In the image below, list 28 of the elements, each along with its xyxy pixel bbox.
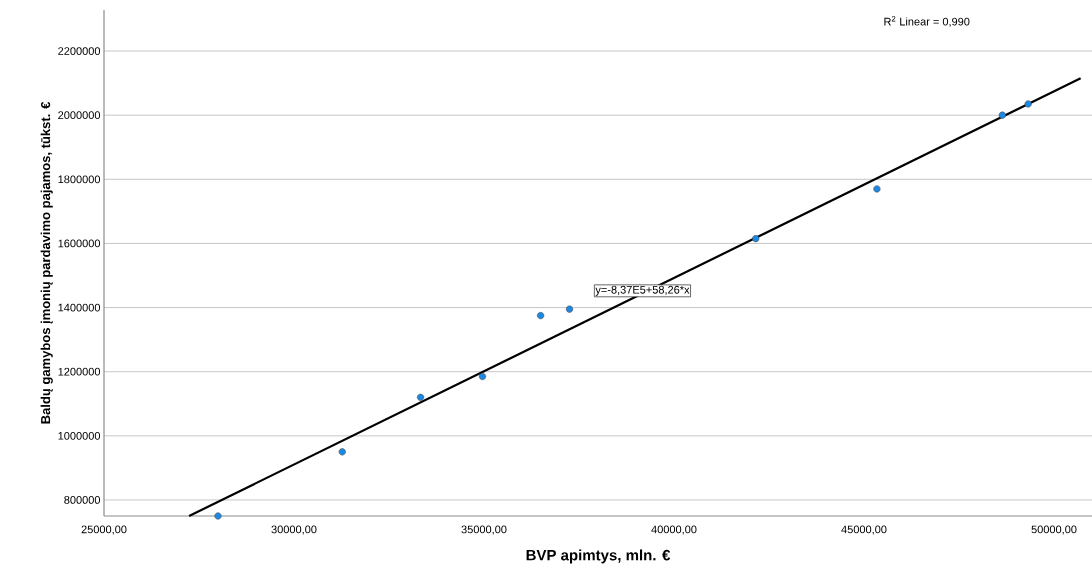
x-tick-label: 45000,00 <box>841 525 887 535</box>
y-tick-label: 2000000 <box>58 111 101 120</box>
y-tick-label: 1400000 <box>58 303 101 312</box>
x-tick-label: 35000,00 <box>461 525 507 535</box>
y-tick-label: 1000000 <box>58 431 101 440</box>
y-tick-label: 1200000 <box>58 367 101 376</box>
x-tick-label: 30000,00 <box>271 525 317 535</box>
x-tick-label: 40000,00 <box>651 525 697 535</box>
point <box>478 372 487 381</box>
point <box>338 448 346 456</box>
annotation: y=-8,37E5+58,26*x <box>595 285 690 296</box>
point <box>565 305 574 313</box>
x-tick-label: 25000,00 <box>81 525 127 535</box>
point <box>537 312 545 320</box>
point <box>752 235 760 243</box>
annotation: R$^{2}$ Linear = 0,990 <box>884 16 970 27</box>
y-axis-title: Baldų gamybos įmonių pardavimo pajamos, tūkst. € <box>40 101 53 424</box>
point <box>998 111 1006 119</box>
point <box>214 512 222 520</box>
x-tick-label: 50000,00 <box>1031 525 1077 535</box>
point <box>416 393 425 401</box>
point <box>1024 100 1032 108</box>
y-tick-label: 800000 <box>64 496 101 504</box>
point <box>873 185 881 193</box>
y-tick-label: 1800000 <box>58 175 101 184</box>
y-tick-label: 1600000 <box>58 239 101 248</box>
y-tick-label: 2200000 <box>58 47 101 55</box>
x-axis-title: BVP apimtys, mln. € <box>526 549 671 564</box>
